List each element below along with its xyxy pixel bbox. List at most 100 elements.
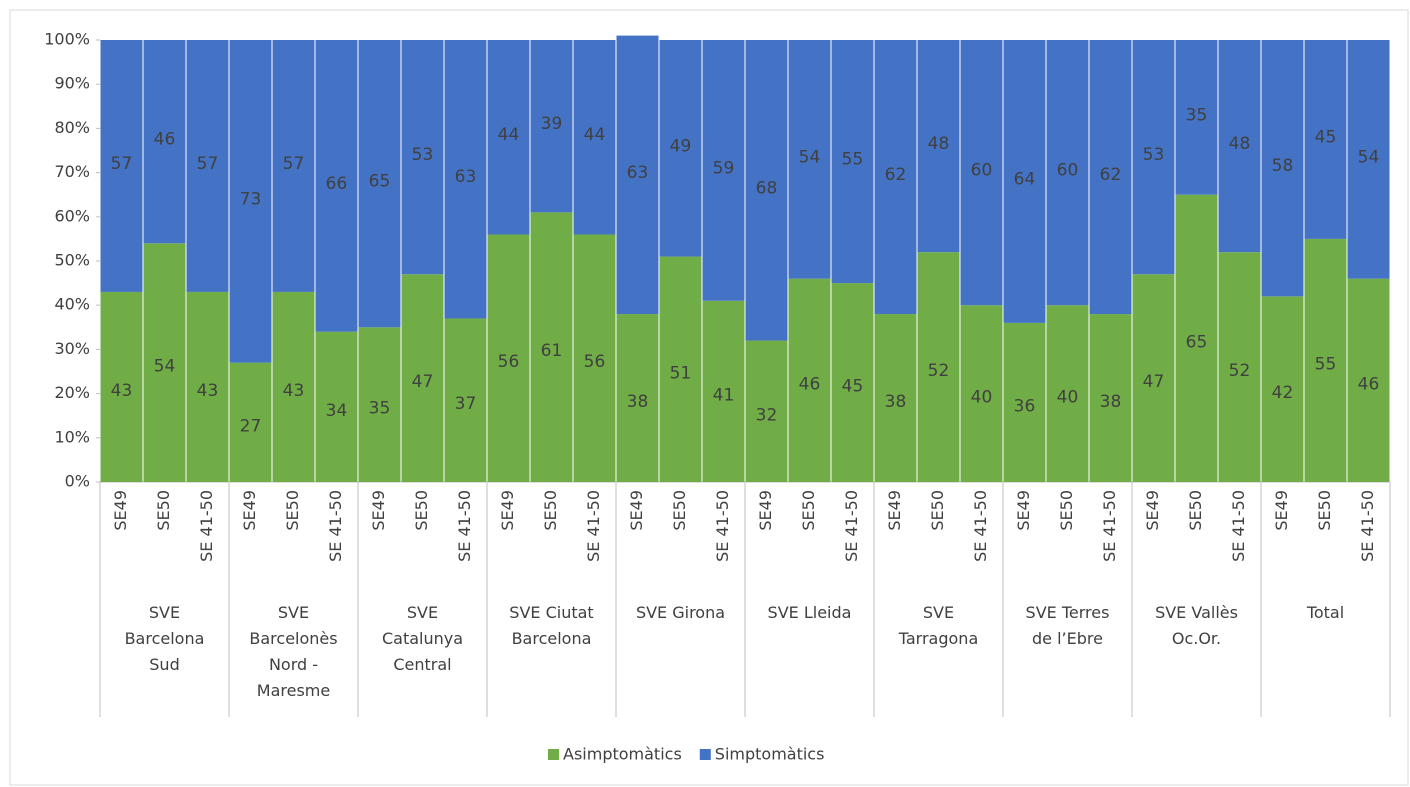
group-label: SVE Catalunya Central xyxy=(381,603,464,674)
bar-segment xyxy=(1304,40,1347,239)
bar-segment xyxy=(1218,252,1261,482)
legend-swatch xyxy=(548,749,559,760)
data-label: 59 xyxy=(713,158,735,178)
group-label-box: Total xyxy=(1306,603,1345,622)
data-label: 60 xyxy=(1057,161,1079,181)
x-tick-label: SE50 xyxy=(154,490,173,531)
data-label: 51 xyxy=(670,363,692,383)
x-tick-label: SE 41-50 xyxy=(713,490,732,562)
data-label: 58 xyxy=(1272,156,1294,176)
y-tick-label: 70% xyxy=(54,162,90,181)
data-label: 54 xyxy=(154,357,176,377)
legend-label: Asimptomàtics xyxy=(563,745,682,764)
bar-segment xyxy=(1218,40,1261,253)
data-label: 41 xyxy=(713,385,735,405)
group-label: SVE Girona xyxy=(635,603,726,622)
bar-segment xyxy=(1132,274,1175,482)
x-tick-label: SE 41-50 xyxy=(1358,490,1377,562)
bar-segment xyxy=(917,252,960,482)
x-tick-label: SE49 xyxy=(627,490,646,531)
x-tick-label: SE 41-50 xyxy=(584,490,603,562)
data-label: 52 xyxy=(1229,361,1251,381)
x-tick-label: SE50 xyxy=(799,490,818,531)
bar-segment xyxy=(659,40,702,257)
bar-segment xyxy=(1347,40,1390,279)
x-tick-label: SE50 xyxy=(412,490,431,531)
data-label: 64 xyxy=(1014,169,1036,189)
data-label: 45 xyxy=(842,377,864,397)
data-label: 39 xyxy=(541,114,563,134)
bar-segment xyxy=(1046,40,1089,306)
data-label: 48 xyxy=(1229,134,1251,154)
data-label: 63 xyxy=(455,167,477,187)
bar-segment xyxy=(745,340,788,482)
data-label: 53 xyxy=(1143,145,1165,165)
data-label: 68 xyxy=(756,178,778,198)
data-label: 55 xyxy=(842,150,864,170)
data-label: 49 xyxy=(670,136,692,156)
group-label-box: SVE Barcelona Sud xyxy=(125,603,205,674)
y-tick-label: 20% xyxy=(54,383,90,402)
y-tick-label: 0% xyxy=(65,472,90,491)
data-label: 40 xyxy=(1057,388,1079,408)
x-tick-label: SE50 xyxy=(670,490,689,531)
bar-segment xyxy=(831,283,874,482)
group-label-box: SVE Ciutat Barcelona xyxy=(509,603,593,648)
data-label: 54 xyxy=(1358,147,1380,167)
data-label: 38 xyxy=(627,392,649,412)
data-label: 73 xyxy=(240,189,262,209)
data-label: 61 xyxy=(541,341,563,361)
bar-segment xyxy=(401,274,444,482)
bar-segment xyxy=(358,327,401,482)
data-label: 63 xyxy=(627,163,649,183)
bar-segment xyxy=(702,300,745,482)
x-tick-label: SE 41-50 xyxy=(1100,490,1119,562)
group-label-box: SVE Vallès Oc.Or. xyxy=(1155,603,1238,648)
y-tick-label: 30% xyxy=(54,339,90,358)
bar-segment xyxy=(960,305,1003,482)
data-label: 45 xyxy=(1315,127,1337,147)
bar-segment xyxy=(1304,238,1347,482)
data-label: 57 xyxy=(111,154,133,174)
bar-segment xyxy=(745,40,788,341)
group-label: Total xyxy=(1306,603,1345,622)
group-label: SVE Lleida xyxy=(767,603,852,622)
data-label: 56 xyxy=(584,352,606,372)
group-label-box: SVE Terres de l’Ebre xyxy=(1025,603,1110,648)
y-tick-label: 80% xyxy=(54,118,90,137)
data-label: 40 xyxy=(971,388,993,408)
x-tick-label: SE49 xyxy=(240,490,259,531)
bar-segment xyxy=(444,318,487,482)
data-label: 66 xyxy=(326,174,348,194)
data-label: 43 xyxy=(283,381,305,401)
x-tick-label: SE 41-50 xyxy=(326,490,345,562)
bar-segment xyxy=(143,40,186,244)
data-label: 48 xyxy=(928,134,950,154)
data-label: 34 xyxy=(326,401,348,421)
x-tick-label: SE 41-50 xyxy=(971,490,990,562)
x-tick-label: SE 41-50 xyxy=(455,490,474,562)
bar-segment xyxy=(272,291,315,482)
data-label: 62 xyxy=(885,165,907,185)
x-tick-label: SE 41-50 xyxy=(1229,490,1248,562)
bar-segment xyxy=(315,40,358,332)
group-label: SVE Terres de l’Ebre xyxy=(1025,603,1110,648)
data-label: 57 xyxy=(283,154,305,174)
data-label: 46 xyxy=(799,374,821,394)
y-tick-label: 50% xyxy=(54,251,90,270)
y-tick-label: 90% xyxy=(54,74,90,93)
data-label: 62 xyxy=(1100,165,1122,185)
group-label-box: SVE Lleida xyxy=(767,603,852,622)
data-label: 44 xyxy=(498,125,520,145)
data-label: 35 xyxy=(369,399,391,419)
bar-segment xyxy=(1046,305,1089,482)
x-tick-label: SE49 xyxy=(1014,490,1033,531)
y-tick-label: 10% xyxy=(54,427,90,446)
x-tick-label: SE50 xyxy=(1186,490,1205,531)
data-label: 46 xyxy=(154,130,176,150)
data-label: 52 xyxy=(928,361,950,381)
x-tick-label: SE49 xyxy=(1272,490,1291,531)
bar-segment xyxy=(229,362,272,482)
x-tick-label: SE50 xyxy=(541,490,560,531)
